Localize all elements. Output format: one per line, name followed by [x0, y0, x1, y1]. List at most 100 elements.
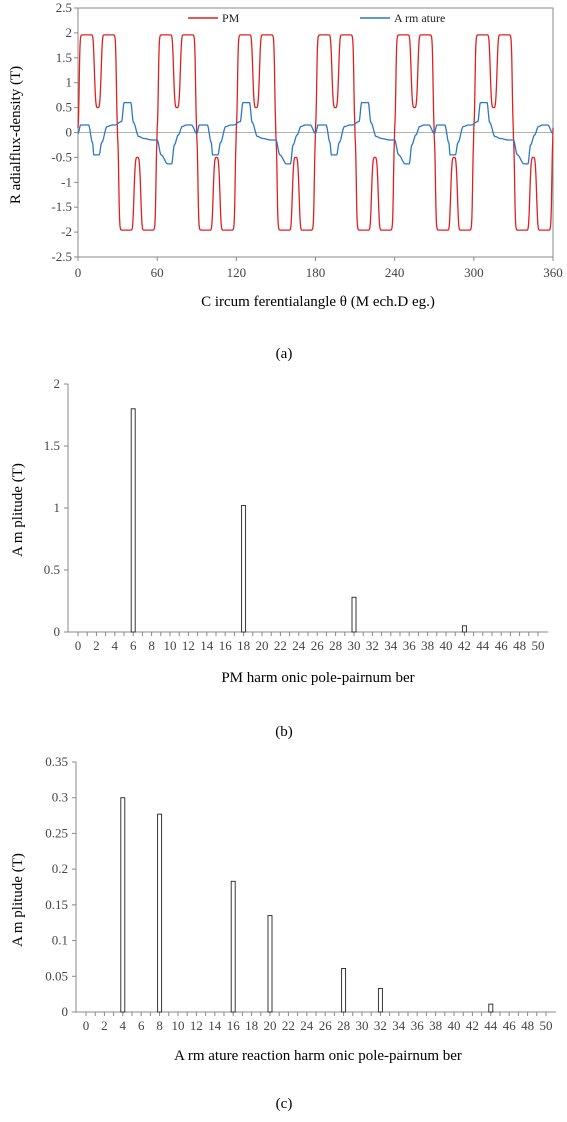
- chart-c-xtick-label: 40: [448, 1018, 461, 1033]
- chart-c-xtick-label: 42: [466, 1018, 479, 1033]
- chart-b-bars: [130, 408, 467, 633]
- chart-b-bar-6: [130, 408, 136, 633]
- chart-c-bar-16: [230, 880, 236, 1013]
- chart-b-xtick-label: 30: [348, 638, 361, 653]
- chart-b-xlabel: PM harm onic pole-pairnum ber: [221, 670, 414, 686]
- chart-b-xtick-label: 4: [112, 638, 119, 653]
- chart-c-ytick-label: 0.1: [52, 933, 68, 948]
- chart-a-series-line-armature: [77, 101, 554, 165]
- chart-c-axes: 00.050.10.150.20.250.30.350 2 4 6 8 10 12 14 16 1…: [45, 754, 556, 1033]
- chart-c-bar-8: [157, 813, 163, 1013]
- chart-c-xtick-label: 14: [208, 1018, 222, 1033]
- chart-c-xtick-label: 50: [540, 1018, 553, 1033]
- chart-b-ylabel: A m plitude (T): [10, 463, 26, 557]
- chart-c-caption: (c): [276, 1096, 293, 1112]
- chart-b-ytick-label: 0.5: [44, 562, 60, 577]
- chart-a-xtick-label: 360: [543, 265, 563, 280]
- chart-b-xtick-label: 44: [476, 638, 490, 653]
- chart-c-xtick-label: 26: [319, 1018, 333, 1033]
- chart-a-legend-label: PM: [222, 11, 240, 25]
- chart-b-xtick-label: 40: [440, 638, 453, 653]
- chart-b-ytick-label: 0: [54, 624, 61, 639]
- chart-a-ytick-label: -2: [61, 224, 72, 239]
- chart-c-xtick-label: 20: [264, 1018, 277, 1033]
- chart-b-xtick-label: 28: [329, 638, 342, 653]
- chart-a-xtick-label: 180: [306, 265, 326, 280]
- chart-a-xlabel: C ircum ferentialangle θ (M ech.D eg.): [201, 294, 435, 310]
- chart-b-bar-18: [241, 505, 247, 633]
- chart-c-xtick-label: 6: [138, 1018, 145, 1033]
- chart-b-ytick-label: 2: [54, 376, 61, 391]
- chart-b-xtick-label: 26: [311, 638, 325, 653]
- chart-c-bars: [120, 797, 494, 1013]
- chart-c-xtick-label: 34: [392, 1018, 406, 1033]
- chart-b-bar-30: [351, 596, 357, 633]
- chart-a-legend: PM A rm ature: [188, 11, 445, 25]
- chart-c-xlabel: A rm ature reaction harm onic pole-pairn…: [174, 1048, 462, 1064]
- chart-c-xtick-label: 46: [503, 1018, 517, 1033]
- chart-c-xtick-label: 38: [429, 1018, 442, 1033]
- chart-b-xtick-label: 6: [130, 638, 137, 653]
- chart-b-xtick-label: 42: [458, 638, 471, 653]
- chart-b-xtick-label: 24: [292, 638, 306, 653]
- chart-a-xtick-label: 300: [464, 265, 484, 280]
- chart-a-ylabel: R adialflux-density (T): [8, 66, 24, 204]
- chart-a-xtick-label: 240: [385, 265, 405, 280]
- chart-b-ytick-label: 1.5: [44, 438, 60, 453]
- chart-a-xtick-label: 0: [75, 265, 82, 280]
- chart-c-xtick-label: 32: [374, 1018, 387, 1033]
- chart-b-xtick-label: 12: [182, 638, 195, 653]
- chart-b-xtick-label: 32: [366, 638, 379, 653]
- chart-a-ytick-label: 2.5: [56, 0, 72, 15]
- chart-c-xtick-label: 28: [337, 1018, 350, 1033]
- chart-a-series-line-pm: [77, 34, 554, 231]
- chart-c-ytick-label: 0.05: [45, 968, 68, 983]
- chart-b-xtick-label: 10: [164, 638, 177, 653]
- chart-a-legend-label: A rm ature: [394, 11, 445, 25]
- chart-c-xtick-label: 16: [227, 1018, 241, 1033]
- chart-c-ytick-label: 0.3: [52, 790, 68, 805]
- chart-b-axes: 00.511.520 2 4 6 8 10 12 14 16 18 20 22 24 26 28 30 32 34…: [44, 376, 548, 653]
- chart-c-ytick-label: 0: [62, 1004, 69, 1019]
- chart-b-xtick-label: 36: [403, 638, 417, 653]
- chart-c-xtick-label: 4: [120, 1018, 127, 1033]
- chart-c-xtick-label: 0: [83, 1018, 90, 1033]
- chart-b-xtick-label: 22: [274, 638, 287, 653]
- chart-c-ylabel: A m plitude (T): [10, 853, 26, 947]
- chart-b-xtick-label: 20: [256, 638, 269, 653]
- chart-c-bar-4: [120, 797, 126, 1013]
- chart-b-bar-42: [461, 625, 467, 633]
- chart-c-bar-20: [267, 915, 273, 1013]
- chart-b-xtick-label: 38: [421, 638, 434, 653]
- chart-c-xtick-label: 10: [172, 1018, 185, 1033]
- chart-a-ytick-label: 1.5: [56, 50, 72, 65]
- chart-b-xtick-label: 2: [93, 638, 100, 653]
- chart-c-xtick-label: 30: [356, 1018, 369, 1033]
- chart-c-bar-32: [377, 987, 383, 1013]
- chart-a-series: [77, 34, 554, 231]
- chart-a-ytick-label: 0.5: [56, 100, 72, 115]
- chart-c-xtick-label: 36: [411, 1018, 425, 1033]
- chart-b-pm-harmonics: 00.511.520 2 4 6 8 10 12 14 16 18 20 22 24 26 28 30 32 34…: [10, 376, 548, 740]
- chart-a-axes: -2.5 -2 -1.5 -1 -0.5 0 0.5 1 1.5 2 2.5 0 60 120 180 240…: [51, 0, 562, 280]
- chart-c-xtick-label: 2: [101, 1018, 108, 1033]
- chart-a-ytick-label: 2: [66, 25, 73, 40]
- chart-a-caption: (a): [276, 346, 293, 362]
- chart-b-caption: (b): [275, 724, 293, 740]
- chart-b-xtick-label: 14: [200, 638, 214, 653]
- chart-c-bar-44: [488, 1003, 494, 1013]
- chart-c-xtick-label: 22: [282, 1018, 295, 1033]
- chart-b-xtick-label: 16: [219, 638, 233, 653]
- chart-c-ytick-label: 0.35: [45, 754, 68, 769]
- chart-a-xtick-label: 60: [151, 265, 164, 280]
- chart-b-ytick-label: 1: [54, 500, 61, 515]
- chart-a-ytick-label: -0.5: [51, 149, 72, 164]
- chart-a-ytick-label: -1: [61, 174, 72, 189]
- chart-c-ytick-label: 0.25: [45, 825, 68, 840]
- chart-c-bar-28: [341, 967, 347, 1013]
- chart-b-xtick-label: 8: [148, 638, 155, 653]
- chart-b-xtick-label: 46: [495, 638, 509, 653]
- chart-c-armature-harmonics: 00.050.10.150.20.250.30.350 2 4 6 8 10 12 14 16 1…: [10, 754, 556, 1112]
- chart-c-xtick-label: 44: [484, 1018, 498, 1033]
